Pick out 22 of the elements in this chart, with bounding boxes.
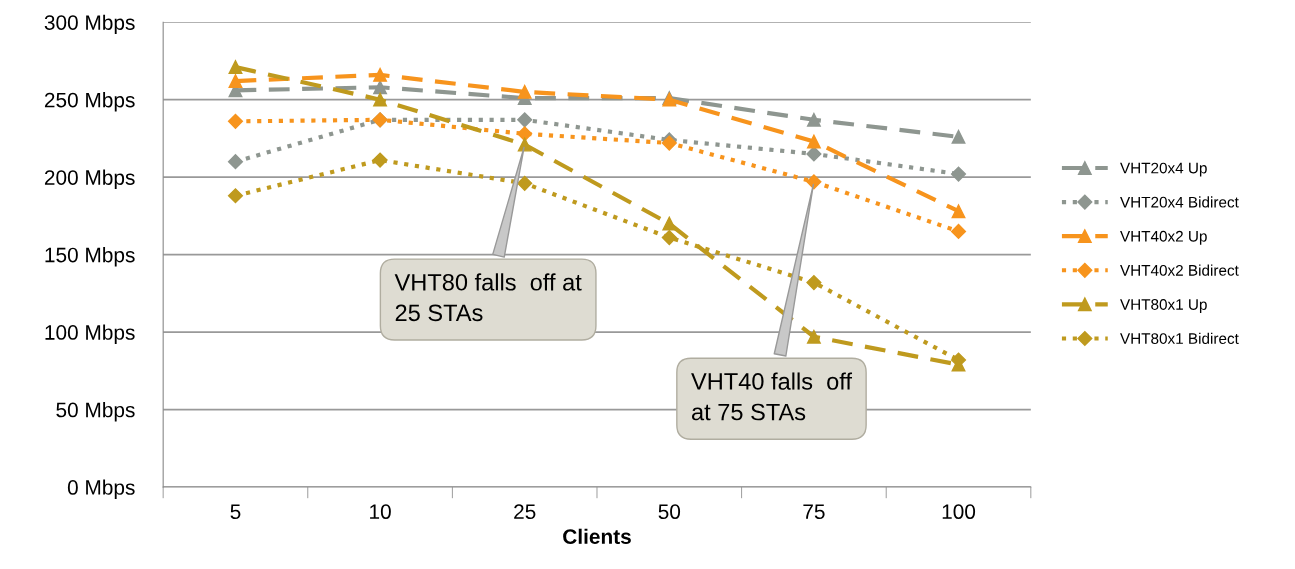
x-tick-label: 5 — [230, 504, 241, 520]
y-tick-label: 100 Mbps — [45, 324, 135, 344]
x-axis-title: Clients — [563, 528, 631, 545]
legend-label: VHT40x2 Bidirect — [1120, 264, 1239, 276]
legend-label: VHT80x1 Up — [1120, 299, 1207, 313]
x-tick-label: 50 — [658, 504, 681, 520]
x-tick-label: 100 — [942, 504, 976, 520]
legend-label: VHT20x4 Up — [1120, 162, 1207, 177]
annotation: VHT80 falls off at 25 STAs — [394, 273, 582, 322]
y-tick-label: 0 Mbps — [67, 479, 135, 499]
legend-label: VHT80x1 Bidirect — [1120, 332, 1239, 344]
x-tick-label: 75 — [803, 504, 825, 520]
annotation: VHT40 falls off at 75 STAs — [691, 372, 853, 421]
y-tick-label: 150 Mbps — [45, 247, 135, 267]
legend-label: VHT20x4 Bidirect — [1120, 196, 1239, 208]
y-tick-label: 50 Mbps — [56, 402, 135, 422]
y-tick-label: 250 Mbps — [44, 92, 135, 112]
legend-label: VHT40x2 Up — [1120, 230, 1207, 245]
y-tick-label: 300 Mbps — [44, 14, 135, 35]
y-tick-label: 200 Mbps — [44, 169, 135, 190]
x-tick-label: 25 — [514, 504, 536, 520]
x-tick-label: 10 — [370, 504, 391, 520]
